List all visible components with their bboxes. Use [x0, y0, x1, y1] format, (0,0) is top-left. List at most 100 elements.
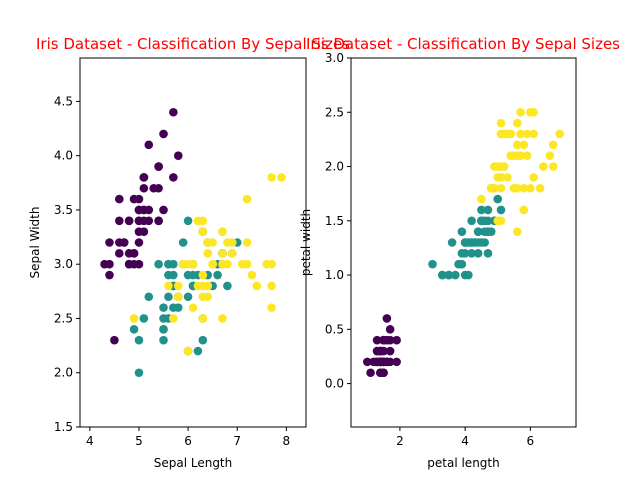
right-data-point — [555, 129, 564, 139]
left-data-point — [183, 292, 193, 302]
left-data-point — [188, 303, 198, 312]
left-x-tick-label: 5 — [135, 434, 143, 448]
left-data-point — [218, 259, 227, 269]
right-data-point — [473, 249, 483, 258]
left-data-point — [134, 238, 144, 247]
left-x-tick-label: 7 — [233, 434, 241, 448]
left-y-tick-label: 1.5 — [54, 420, 73, 434]
left-data-point — [164, 292, 173, 302]
left-data-point — [203, 249, 213, 258]
right-data-point — [535, 183, 545, 193]
right-data-point — [529, 129, 538, 139]
right-data-point — [444, 270, 454, 280]
left-data-point — [159, 335, 168, 345]
right-data-point — [506, 151, 516, 160]
right-data-point — [467, 216, 476, 226]
left-data-point — [198, 314, 208, 323]
left-data-point — [169, 259, 178, 269]
left-data-point — [218, 227, 227, 236]
right-data-point — [363, 357, 372, 367]
right-data-point — [496, 216, 506, 226]
right-y-tick-label: 2.5 — [325, 105, 344, 119]
right-points-layer — [363, 107, 564, 378]
left-data-point — [134, 205, 144, 215]
right-data-point — [519, 183, 529, 193]
left-data-point — [144, 205, 154, 215]
left-data-point — [198, 270, 208, 280]
right-y-tick-label: 1.5 — [325, 214, 344, 228]
left-data-point — [154, 216, 163, 226]
left-y-tick-label: 4.5 — [54, 94, 73, 108]
right-data-point — [516, 129, 525, 139]
right-data-point — [376, 357, 385, 367]
right-y-tick-label: 2.0 — [325, 160, 344, 174]
left-data-point — [144, 140, 154, 150]
left-data-point — [164, 281, 173, 291]
right-data-point — [366, 368, 375, 378]
right-data-point — [460, 249, 470, 258]
left-x-tick-label: 4 — [86, 434, 94, 448]
right-data-point — [382, 314, 392, 323]
right-data-point — [545, 151, 555, 160]
right-data-point — [548, 162, 558, 171]
left-data-point — [242, 259, 252, 269]
left-data-point — [154, 162, 163, 171]
left-data-point — [178, 259, 188, 269]
right-data-point — [513, 227, 522, 236]
left-data-point — [183, 346, 193, 356]
left-data-point — [134, 227, 144, 236]
right-data-point — [454, 259, 463, 269]
left-data-point — [129, 325, 139, 334]
left-data-point — [149, 183, 158, 193]
left-data-point — [277, 173, 286, 182]
right-scatter-plot: Iris Dataset - Classification By Sepal S… — [299, 35, 620, 470]
right-data-point — [457, 227, 467, 236]
right-data-point — [513, 118, 522, 128]
left-data-point — [124, 216, 134, 226]
right-data-point — [477, 216, 486, 226]
right-data-point — [513, 151, 522, 160]
left-data-point — [218, 249, 227, 258]
left-data-point — [169, 314, 178, 323]
left-data-point — [124, 259, 134, 269]
left-data-point — [129, 314, 139, 323]
right-data-point — [519, 140, 529, 150]
right-chart-title: Iris Dataset - Classification By Sepal S… — [306, 35, 620, 53]
right-data-point — [493, 173, 503, 182]
right-y-tick-label: 0.5 — [325, 322, 344, 336]
right-data-point — [451, 270, 460, 280]
right-data-point — [483, 205, 493, 215]
right-data-point — [428, 259, 437, 269]
left-data-point — [105, 270, 114, 280]
left-data-point — [115, 194, 124, 204]
right-data-point — [493, 194, 503, 204]
right-y-tick-label: 1.0 — [325, 268, 344, 282]
right-data-point — [379, 335, 388, 345]
left-ticks-layer: 4 5 6 7 8 1.5 2.0 2.5 3.0 3.5 4.0 4.5 — [54, 94, 290, 448]
left-chart-title: Iris Dataset - Classification By Sepal S… — [36, 35, 350, 53]
left-data-point — [267, 281, 276, 291]
left-data-point — [198, 227, 208, 236]
left-x-tick-label: 8 — [283, 434, 291, 448]
right-data-point — [490, 162, 499, 171]
left-data-point — [242, 194, 252, 204]
right-data-point — [438, 270, 447, 280]
left-data-point — [105, 259, 114, 269]
right-data-point — [480, 227, 490, 236]
left-data-point — [159, 129, 168, 139]
left-y-tick-label: 4.0 — [54, 149, 73, 163]
left-data-point — [218, 314, 227, 323]
right-data-point — [385, 325, 395, 334]
left-data-point — [129, 194, 139, 204]
right-data-point — [392, 335, 401, 345]
right-x-tick-label: 6 — [527, 434, 535, 448]
left-data-point — [139, 183, 149, 193]
left-scatter-plot: Iris Dataset - Classification By Sepal S… — [28, 35, 350, 470]
right-data-point — [376, 368, 385, 378]
right-data-point — [486, 227, 496, 236]
left-y-axis-label: Sepal Width — [28, 207, 42, 279]
left-y-tick-label: 2.0 — [54, 366, 73, 380]
left-data-point — [115, 249, 124, 258]
left-data-point — [267, 173, 276, 182]
left-data-point — [198, 292, 208, 302]
